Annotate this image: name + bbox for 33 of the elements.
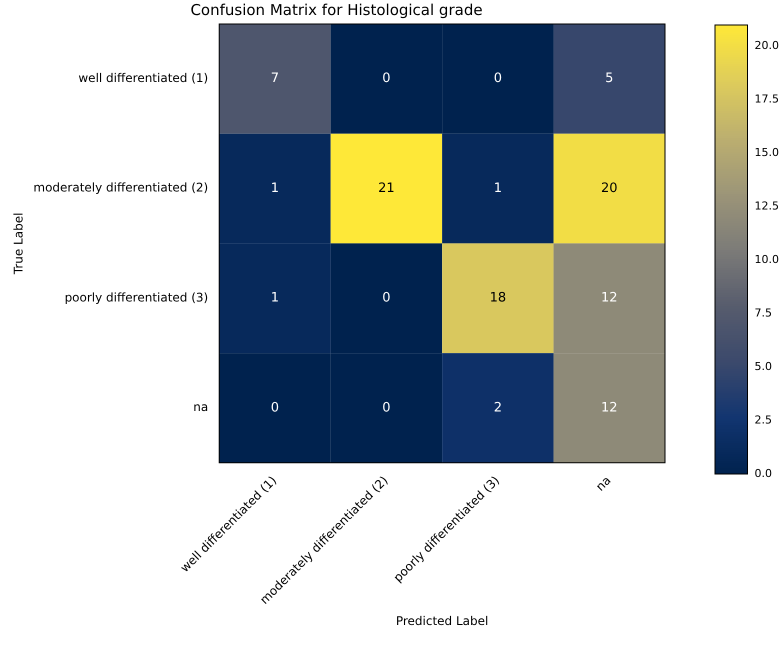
data-label: 12 — [601, 290, 618, 306]
color-bar-label: 15.0 — [754, 146, 779, 160]
data-label: 0 — [382, 290, 391, 306]
data-label: 0 — [494, 71, 502, 86]
data-label: 0 — [382, 71, 391, 86]
data-label: 12 — [601, 400, 618, 416]
x-axis-title: Predicted Label — [396, 614, 488, 628]
data-label: 0 — [270, 400, 280, 416]
color-bar-label: 12.5 — [754, 200, 779, 213]
y-tick-label: poorly differentiated (3) — [64, 290, 208, 304]
chart-title: Confusion Matrix for Histological grade — [190, 0, 483, 19]
color-bar-label: 5.0 — [754, 360, 772, 373]
y-tick-label: moderately differentiated (2) — [33, 180, 208, 195]
data-label: 5 — [605, 71, 614, 86]
data-label: 0 — [382, 400, 391, 416]
x-tick-label: na — [593, 473, 614, 494]
data-label: 21 — [378, 180, 395, 196]
color-bar-label: 17.5 — [754, 92, 779, 106]
color-bar-label: 20.0 — [754, 39, 779, 52]
data-label: 1 — [270, 180, 280, 196]
color-bar-label: 2.5 — [754, 413, 772, 426]
color-bar-label: 10.0 — [754, 253, 779, 266]
y-tick-label: na — [193, 400, 208, 414]
color-bar-label: 7.5 — [754, 306, 772, 320]
data-label: 7 — [270, 71, 280, 86]
y-axis-title: True Label — [11, 212, 26, 276]
color-bar-label: 0.0 — [754, 466, 772, 480]
data-label: 20 — [601, 180, 618, 196]
data-label: 2 — [494, 400, 502, 416]
data-label: 18 — [490, 290, 506, 306]
y-tick-label: well differentiated (1) — [78, 70, 208, 85]
data-label: 1 — [270, 290, 280, 306]
data-label: 1 — [494, 180, 502, 196]
